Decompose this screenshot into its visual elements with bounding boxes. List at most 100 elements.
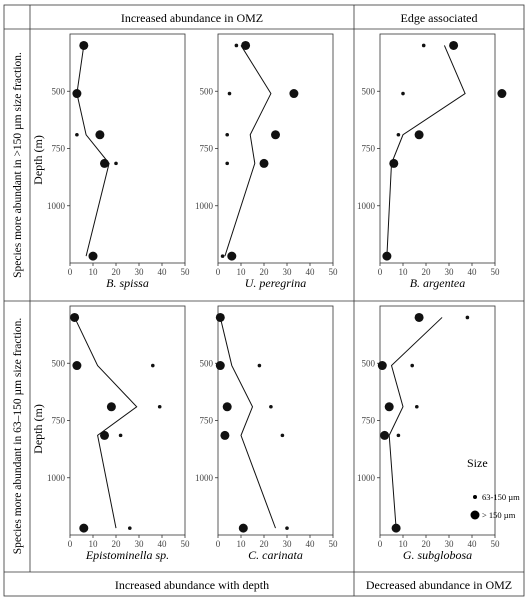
y-tick-label: 1000: [357, 473, 376, 483]
legend-label-large: > 150 µm: [482, 510, 516, 520]
trend-line: [76, 45, 110, 257]
panel-2: 0 10 20 30 40 50 500 750 1000 U. peregrina: [195, 33, 339, 290]
point-large: [215, 361, 225, 371]
x-tick-label: 50: [491, 539, 501, 549]
panel-border: [69, 305, 186, 536]
column-footer-decreased: Decreased abundance in OMZ: [366, 578, 512, 592]
point-small: [465, 315, 470, 320]
y-tick-label: 1000: [47, 473, 66, 483]
x-tick-label: 0: [216, 539, 221, 549]
panel-3: 0 10 20 30 40 50 500 750 1000 B. argentea: [357, 33, 507, 290]
x-tick-label: 0: [68, 539, 73, 549]
point-small: [394, 526, 398, 530]
point-large: [384, 402, 394, 412]
x-tick-label: 30: [283, 267, 293, 277]
point-large: [70, 312, 80, 322]
x-tick-label: 20: [260, 267, 270, 277]
column-header-omz: Increased abundance in OMZ: [121, 11, 263, 25]
point-small: [285, 526, 289, 530]
point-small: [118, 433, 123, 438]
panel-title: Epistominella sp.: [85, 548, 169, 562]
x-tick-label: 30: [445, 267, 455, 277]
point-large: [227, 251, 237, 261]
point-large: [79, 40, 89, 50]
y-tick-label: 750: [362, 416, 376, 426]
x-tick-label: 10: [89, 539, 99, 549]
x-tick-label: 30: [283, 539, 293, 549]
point-small: [396, 433, 401, 438]
y-tick-label: 500: [362, 86, 376, 96]
y-tick-label: 750: [200, 144, 214, 154]
x-tick-label: 10: [237, 539, 247, 549]
trend-line: [224, 45, 272, 257]
point-large: [72, 89, 82, 99]
point-large: [95, 130, 105, 140]
point-large: [100, 430, 109, 440]
point-large: [241, 40, 251, 50]
point-small: [269, 404, 273, 409]
y-tick-label: 1000: [195, 473, 214, 483]
point-large: [389, 158, 399, 168]
x-tick-label: 40: [468, 539, 478, 549]
panel-4: 0 10 20 30 40 50 500 750 1000 Epistominella sp.: [47, 305, 191, 562]
trend-line: [386, 45, 466, 257]
point-small: [396, 132, 401, 137]
panel-border: [217, 305, 334, 536]
x-tick-label: 20: [422, 539, 432, 549]
legend-marker-large: [470, 510, 480, 520]
panel-5: 0 10 20 30 40 50 500 750 1000 C. carinata: [195, 305, 338, 562]
x-tick-label: 20: [260, 539, 270, 549]
panel-title: G. subglobosa: [403, 548, 472, 562]
y-axis-title-bottom: Depth (m): [31, 404, 45, 454]
panel-title: B. argentea: [410, 276, 466, 290]
y-tick-label: 1000: [47, 201, 66, 211]
column-header-edge: Edge associated: [401, 11, 478, 25]
point-small: [75, 315, 79, 320]
x-tick-label: 30: [445, 539, 455, 549]
x-tick-label: 40: [158, 267, 168, 277]
point-small: [157, 404, 162, 409]
point-large: [220, 430, 230, 440]
trend-line: [388, 317, 443, 529]
x-tick-label: 10: [399, 267, 409, 277]
panel-title: C. carinata: [248, 548, 303, 562]
panel-title: U. peregrina: [245, 276, 307, 290]
y-tick-label: 500: [52, 86, 66, 96]
point-small: [151, 363, 155, 368]
row-label-large: Species more abundant in >150 µm size fr…: [12, 52, 24, 278]
column-footer-depth: Increased abundance with depth: [115, 578, 269, 592]
y-tick-label: 500: [362, 358, 376, 368]
point-large: [72, 361, 82, 371]
x-tick-label: 20: [112, 267, 122, 277]
point-large: [414, 312, 424, 322]
point-small: [410, 363, 415, 368]
point-small: [257, 363, 262, 368]
point-large: [100, 158, 109, 168]
x-tick-label: 40: [306, 267, 316, 277]
x-tick-label: 50: [181, 539, 191, 549]
legend-title: Size: [467, 456, 488, 470]
point-large: [79, 523, 89, 533]
point-small: [415, 404, 419, 409]
point-large: [271, 130, 280, 140]
x-tick-label: 50: [329, 267, 339, 277]
x-tick-label: 30: [135, 267, 145, 277]
y-tick-label: 1000: [357, 201, 376, 211]
point-small: [88, 254, 93, 258]
legend-marker-small: [473, 495, 477, 499]
x-tick-label: 0: [216, 267, 221, 277]
point-large: [497, 89, 507, 99]
panel-border: [379, 305, 496, 536]
x-tick-label: 40: [468, 267, 478, 277]
point-large: [222, 402, 232, 412]
point-small: [114, 161, 118, 166]
x-tick-label: 50: [181, 267, 191, 277]
x-tick-label: 0: [378, 539, 383, 549]
x-tick-label: 10: [89, 267, 99, 277]
y-tick-label: 750: [52, 416, 66, 426]
point-small: [280, 433, 285, 438]
x-tick-label: 50: [491, 267, 501, 277]
point-small: [234, 43, 239, 48]
